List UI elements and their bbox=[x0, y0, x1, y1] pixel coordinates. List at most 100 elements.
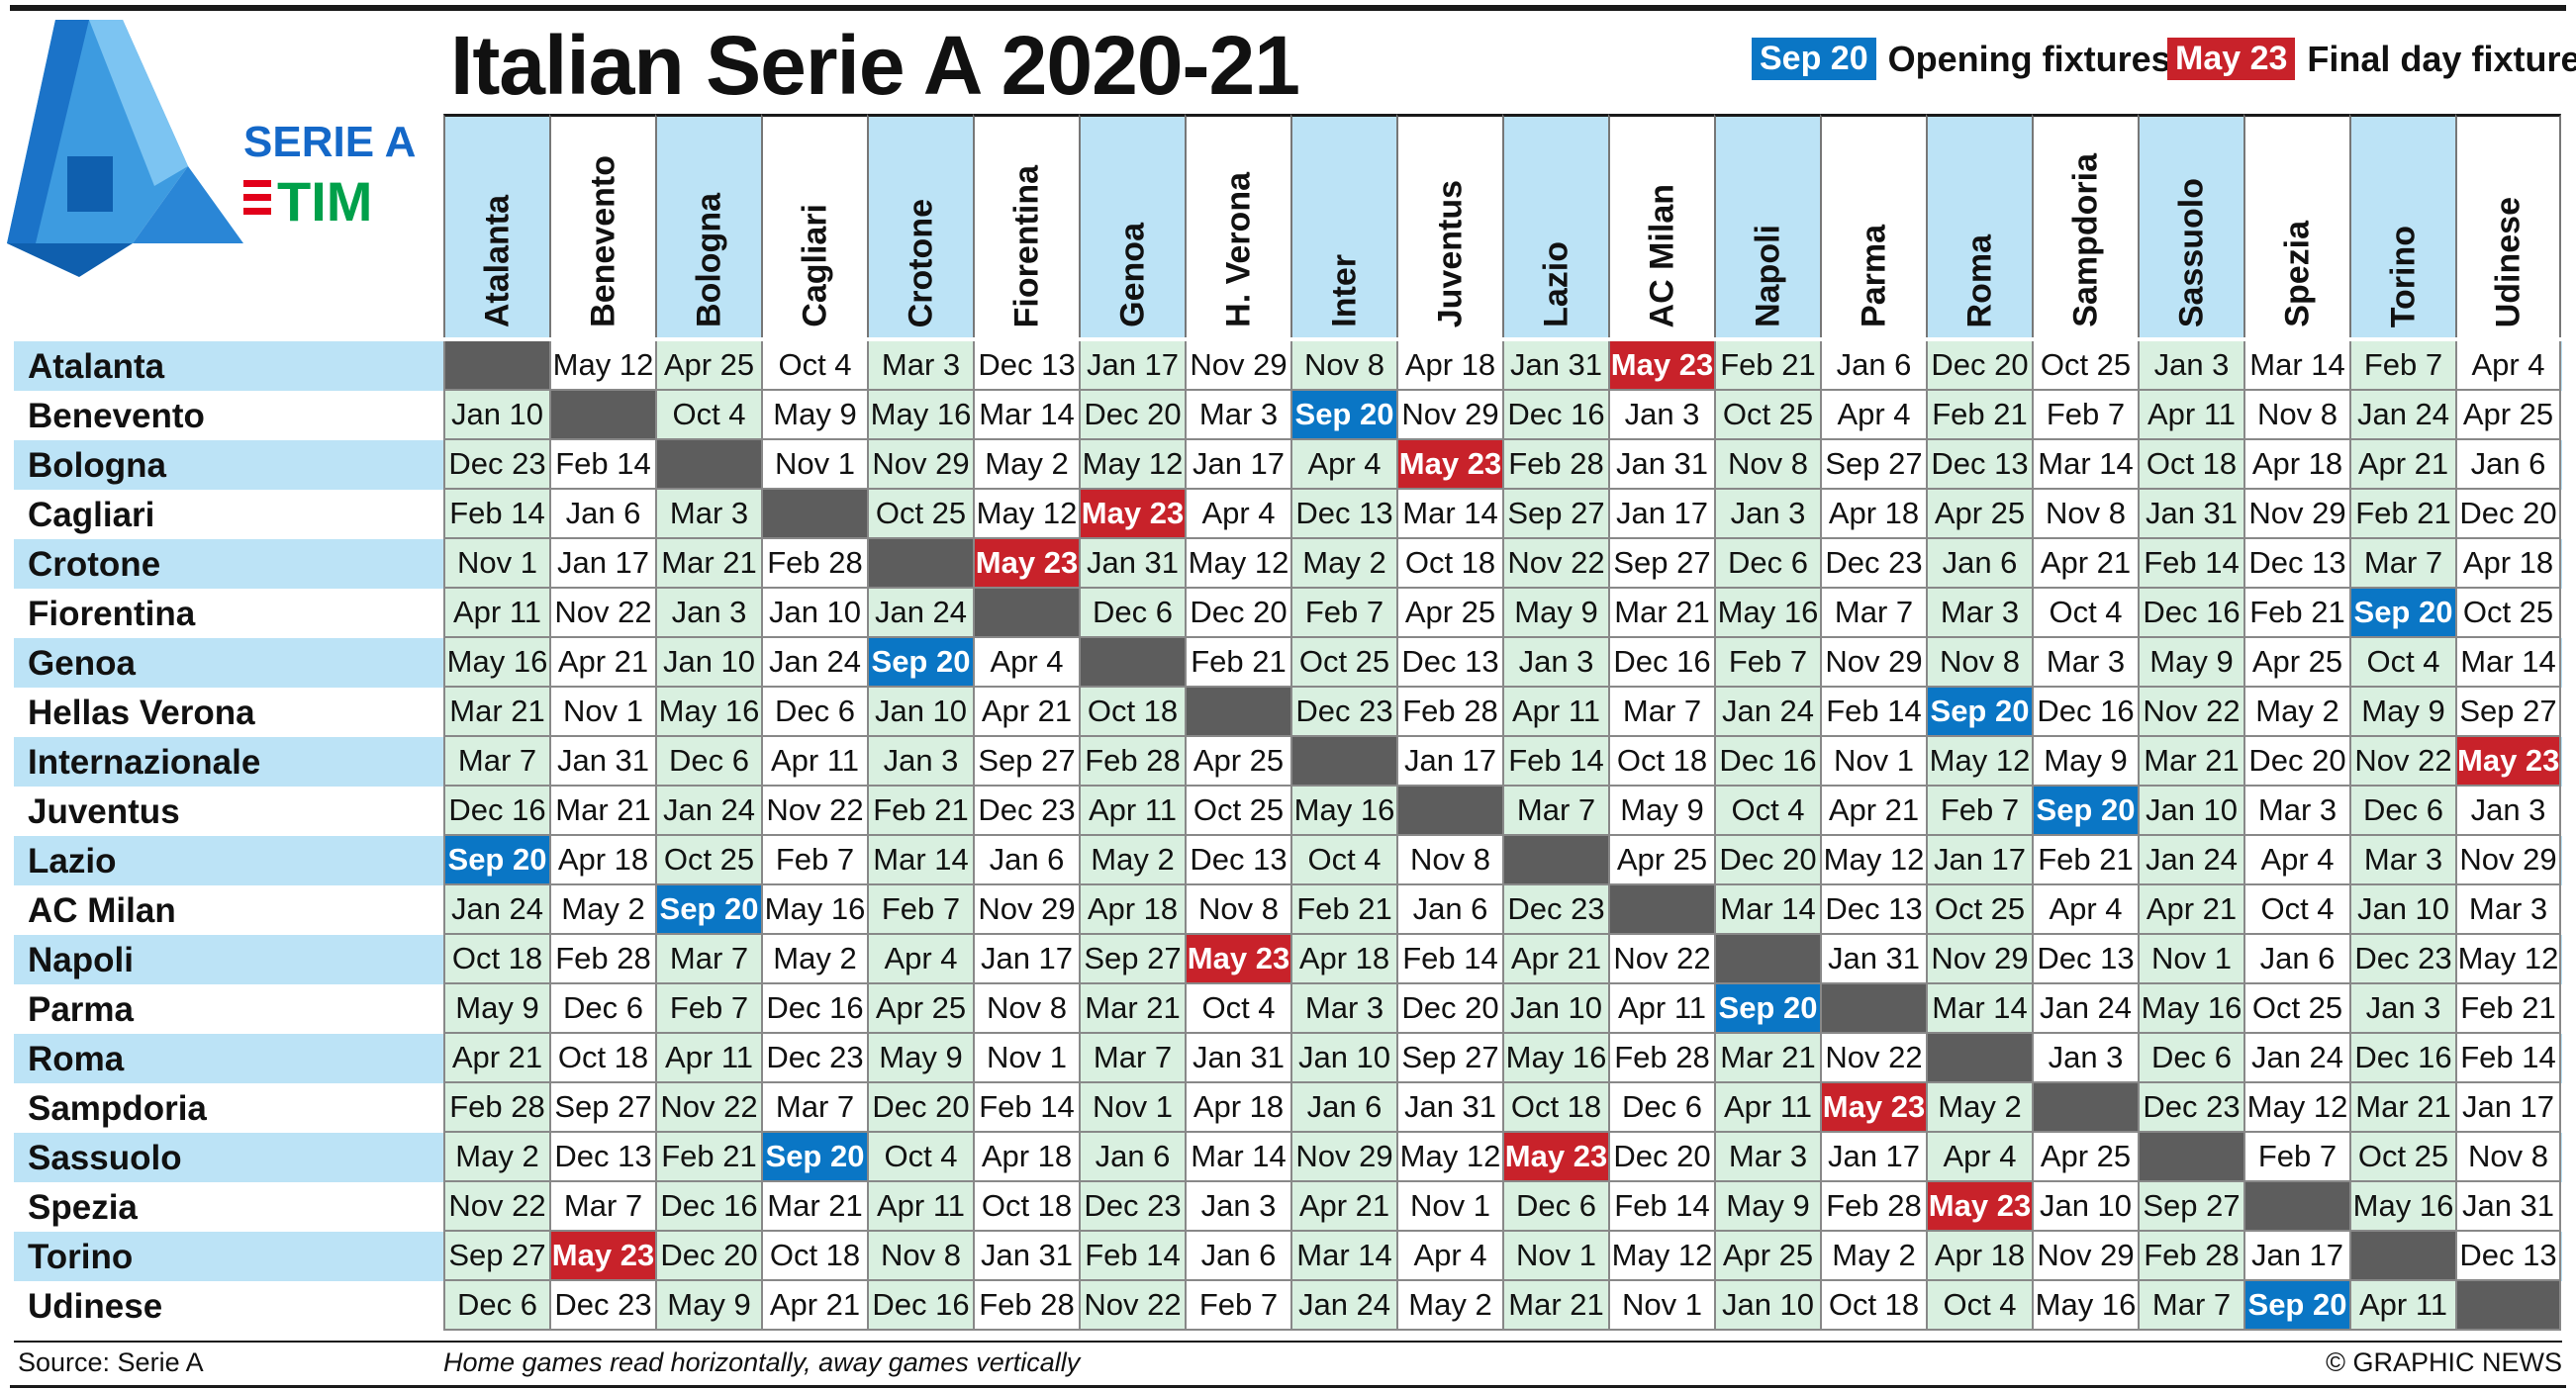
fixture-cell: Sep 27 bbox=[1502, 490, 1608, 539]
fixture-cell: Jan 10 bbox=[867, 688, 973, 737]
fixture-cell: Dec 6 bbox=[761, 688, 867, 737]
home-team-name: Fiorentina bbox=[28, 595, 196, 633]
legend-final: May 23 Final day fixtures bbox=[2167, 38, 2576, 80]
fixture-cell: Mar 7 bbox=[655, 935, 761, 984]
fixture-cell: Feb 14 bbox=[973, 1083, 1079, 1133]
fixture-cell: Apr 11 bbox=[1502, 688, 1608, 737]
fixture-cell: Mar 7 bbox=[443, 737, 549, 787]
fixture-cell: Apr 18 bbox=[549, 836, 655, 885]
fixture-cell: May 2 bbox=[549, 885, 655, 935]
fixture-cell: Jan 17 bbox=[1608, 490, 1714, 539]
fixture-cell: May 16 bbox=[443, 638, 549, 688]
fixture-cell: Feb 7 bbox=[1714, 638, 1820, 688]
fixture-cell: Oct 4 bbox=[2032, 589, 2138, 638]
fixture-cell: Oct 25 bbox=[1185, 787, 1290, 836]
table-row: Atalanta May 12 Apr 25 Oct 4 Mar 3 Dec 13 Jan … bbox=[14, 341, 2562, 391]
fixture-cell: Feb 28 bbox=[443, 1083, 549, 1133]
fixture-cell: Apr 4 bbox=[1820, 391, 1926, 440]
fixture-cell: Nov 29 bbox=[2455, 836, 2561, 885]
fixture-cell: Oct 25 bbox=[2349, 1133, 2455, 1182]
legend-opening: Sep 20 Opening fixtures bbox=[1752, 38, 2171, 80]
fixture-cell: Dec 16 bbox=[2138, 589, 2243, 638]
fixture-cell: Nov 22 bbox=[549, 589, 655, 638]
fixture-cell: Dec 20 bbox=[1714, 836, 1820, 885]
fixture-cell: Mar 21 bbox=[549, 787, 655, 836]
fixture-cell: May 9 bbox=[655, 1281, 761, 1331]
fixture-cell: Feb 21 bbox=[2455, 984, 2561, 1034]
column-header-label: Atalanta bbox=[478, 194, 516, 327]
fixture-cell: Apr 18 bbox=[2455, 539, 2561, 589]
fixture-cell: May 16 bbox=[2032, 1281, 2138, 1331]
fixture-cell: Jan 31 bbox=[1185, 1034, 1290, 1083]
fixture-cell: May 2 bbox=[1079, 836, 1185, 885]
fixture-cell: Nov 22 bbox=[2349, 737, 2455, 787]
credit-text: © GRAPHIC NEWS bbox=[2326, 1347, 2562, 1377]
table-row: Udinese Dec 6 Dec 23 May 9 Apr 21 Dec 16 Feb 2… bbox=[14, 1281, 2562, 1331]
fixture-cell: Dec 16 bbox=[655, 1182, 761, 1232]
fixture-cell: Apr 18 bbox=[973, 1133, 1079, 1182]
fixture-cell: Mar 14 bbox=[1290, 1232, 1396, 1281]
column-header: Genoa bbox=[1079, 114, 1185, 337]
fixture-cell: Sep 27 bbox=[1820, 440, 1926, 490]
fixture-cell: Jan 17 bbox=[2243, 1232, 2349, 1281]
fixture-cell: Apr 11 bbox=[1079, 787, 1185, 836]
top-rule bbox=[10, 5, 2566, 11]
home-team-name: Roma bbox=[28, 1040, 125, 1078]
home-team-name: Genoa bbox=[28, 644, 136, 683]
fixture-cell: Jan 17 bbox=[1396, 737, 1502, 787]
fixture-cell: May 2 bbox=[2243, 688, 2349, 737]
fixture-cell: Dec 13 bbox=[1290, 490, 1396, 539]
column-header-label: H. Verona bbox=[1219, 172, 1257, 327]
fixture-cell: Jan 3 bbox=[2349, 984, 2455, 1034]
column-header: Cagliari bbox=[761, 114, 867, 337]
fixture-cell: Sep 27 bbox=[1396, 1034, 1502, 1083]
fixture-cell: Feb 7 bbox=[1926, 787, 2032, 836]
fixture-cell: Apr 4 bbox=[867, 935, 973, 984]
final-fixture-cell: May 23 bbox=[1396, 440, 1502, 490]
fixture-cell: Apr 11 bbox=[655, 1034, 761, 1083]
fixture-cell: Oct 25 bbox=[655, 836, 761, 885]
fixture-cell: Dec 6 bbox=[1608, 1083, 1714, 1133]
no-fixture-cell bbox=[2349, 1232, 2455, 1281]
fixture-cell: Apr 11 bbox=[1608, 984, 1714, 1034]
fixture-cell: Jan 10 bbox=[2138, 787, 2243, 836]
fixture-cell: Dec 20 bbox=[655, 1232, 761, 1281]
fixture-cell: Mar 3 bbox=[2243, 787, 2349, 836]
fixture-cell: Jan 6 bbox=[1820, 341, 1926, 391]
column-header: Parma bbox=[1820, 114, 1926, 337]
logo-tim-text: TIM bbox=[277, 170, 372, 232]
fixture-cell: Oct 4 bbox=[2243, 885, 2349, 935]
fixture-cell: Oct 18 bbox=[761, 1232, 867, 1281]
fixture-cell: Nov 8 bbox=[1714, 440, 1820, 490]
fixture-cell: Oct 18 bbox=[1396, 539, 1502, 589]
fixture-cell: Dec 16 bbox=[867, 1281, 973, 1331]
fixture-cell: Apr 25 bbox=[1926, 490, 2032, 539]
table-row: Cagliari Feb 14 Jan 6 Mar 3 Oct 25 May 12 May … bbox=[14, 490, 2562, 539]
fixture-cell: Jan 31 bbox=[1820, 935, 1926, 984]
fixture-cell: May 16 bbox=[761, 885, 867, 935]
fixture-cell: Mar 14 bbox=[2243, 341, 2349, 391]
fixture-cell: Jan 10 bbox=[443, 391, 549, 440]
fixture-cell: Apr 4 bbox=[2243, 836, 2349, 885]
fixture-cell: May 16 bbox=[1714, 589, 1820, 638]
fixture-cell: Oct 4 bbox=[1185, 984, 1290, 1034]
fixture-cell: Dec 6 bbox=[1079, 589, 1185, 638]
fixture-cell: May 12 bbox=[973, 490, 1079, 539]
column-header-label: Spezia bbox=[2278, 221, 2316, 327]
fixture-cell: Jan 6 bbox=[1926, 539, 2032, 589]
column-header-label: Inter bbox=[1325, 254, 1363, 327]
fixture-cell: Dec 6 bbox=[1502, 1182, 1608, 1232]
table-row: Fiorentina Apr 11 Nov 22 Jan 3 Jan 10 Jan 24 D… bbox=[14, 589, 2562, 638]
no-fixture-cell bbox=[2455, 1281, 2561, 1331]
fixture-cell: Jan 10 bbox=[1502, 984, 1608, 1034]
fixture-cell: Feb 28 bbox=[761, 539, 867, 589]
home-team-name: Napoli bbox=[28, 941, 134, 979]
fixture-cell: Jan 3 bbox=[867, 737, 973, 787]
fixture-cell: Dec 6 bbox=[655, 737, 761, 787]
reading-note: Home games read horizontally, away games… bbox=[443, 1347, 1081, 1377]
fixture-cell: Sep 27 bbox=[443, 1232, 549, 1281]
legend-final-chip: May 23 bbox=[2167, 38, 2296, 80]
fixture-cell: Apr 21 bbox=[761, 1281, 867, 1331]
final-fixture-cell: May 23 bbox=[973, 539, 1079, 589]
fixture-cell: Feb 14 bbox=[1820, 688, 1926, 737]
